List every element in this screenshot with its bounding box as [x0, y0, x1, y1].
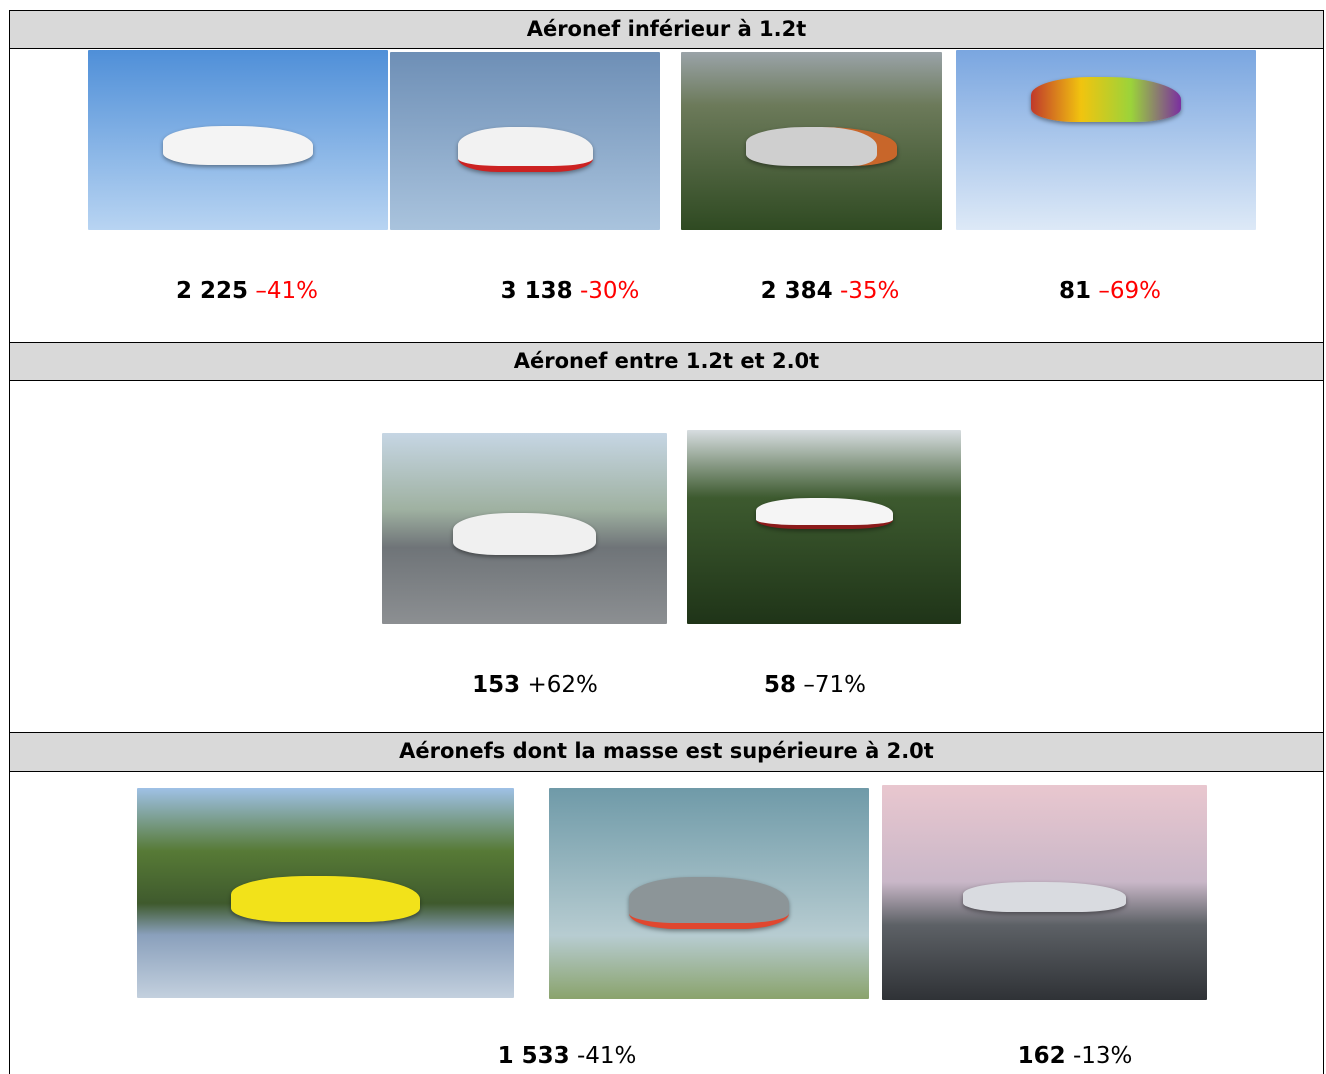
stat: 81 –69% — [960, 278, 1260, 304]
count: 3 138 — [501, 278, 573, 304]
aircraft-photo — [549, 788, 869, 999]
aircraft-photo — [88, 50, 388, 230]
aircraft-photo — [687, 430, 961, 624]
stat: 2 384 -35% — [680, 278, 980, 304]
aircraft-photo — [956, 50, 1256, 230]
change: –69% — [1098, 278, 1161, 304]
section-header: Aéronef inférieur à 1.2t — [9, 10, 1324, 49]
change: -13% — [1073, 1043, 1132, 1069]
aircraft-photo — [390, 52, 660, 230]
aircraft-photo — [137, 788, 514, 998]
aircraft-photo — [882, 785, 1207, 1000]
stat: 153 +62% — [385, 672, 685, 698]
page: Aéronef inférieur à 1.2t Aéronef entre 1… — [0, 0, 1326, 1074]
section-header: Aéronef entre 1.2t et 2.0t — [9, 342, 1324, 381]
stat: 3 138 -30% — [420, 278, 720, 304]
count: 2 225 — [176, 278, 248, 304]
aircraft-photo — [382, 433, 667, 624]
change: -41% — [577, 1043, 636, 1069]
stat: 2 225 –41% — [97, 278, 397, 304]
count: 1 533 — [498, 1043, 570, 1069]
stat: 1 533 -41% — [417, 1043, 717, 1069]
stat: 162 -13% — [925, 1043, 1225, 1069]
aircraft-photo — [681, 52, 942, 230]
change: –71% — [803, 672, 866, 698]
change: +62% — [527, 672, 597, 698]
count: 2 384 — [761, 278, 833, 304]
count: 162 — [1018, 1043, 1066, 1069]
change: –41% — [255, 278, 318, 304]
section-header: Aéronefs dont la masse est supérieure à … — [9, 732, 1324, 772]
stat: 58 –71% — [665, 672, 965, 698]
count: 81 — [1059, 278, 1091, 304]
change: -35% — [840, 278, 899, 304]
count: 58 — [764, 672, 796, 698]
count: 153 — [472, 672, 520, 698]
change: -30% — [580, 278, 639, 304]
